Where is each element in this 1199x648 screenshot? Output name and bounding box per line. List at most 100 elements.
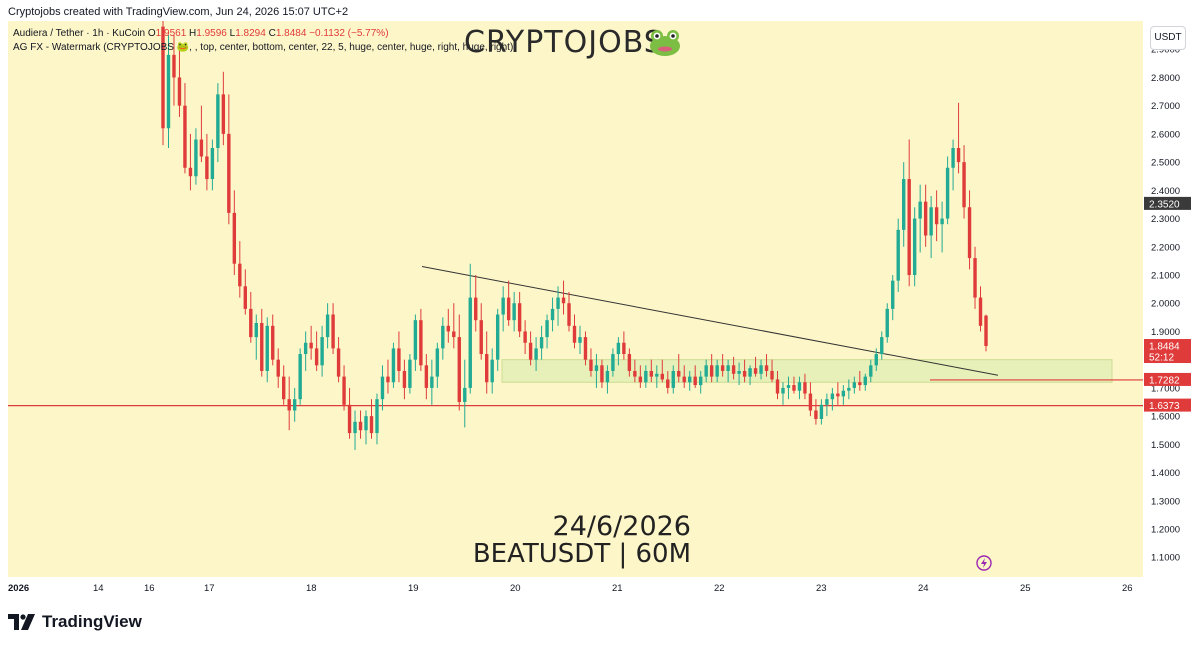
candle	[666, 370, 670, 394]
price-label-bg	[1144, 372, 1191, 386]
y-tick-label: 1.7000	[1151, 383, 1180, 394]
x-tick-label: 18	[306, 583, 317, 594]
candle	[314, 331, 319, 371]
candle	[901, 162, 906, 247]
candle	[479, 303, 483, 360]
price-label-text: 2.3520	[1149, 199, 1180, 210]
low-value: 1.8294	[235, 28, 266, 39]
candle-body	[600, 365, 604, 383]
candle	[912, 207, 917, 287]
candle-body	[814, 410, 818, 419]
candle-body	[506, 297, 511, 321]
candle	[737, 362, 741, 386]
candle-body	[874, 354, 878, 366]
candle	[463, 359, 467, 428]
candle-body	[457, 337, 461, 403]
candle	[227, 94, 231, 225]
candle-body	[287, 399, 291, 411]
candle	[616, 337, 621, 366]
candle	[891, 275, 895, 321]
candle-body	[841, 390, 846, 397]
candle	[978, 286, 983, 332]
candle-body	[495, 314, 500, 360]
candle-body	[474, 297, 478, 321]
price-label-text: 1.7282	[1149, 375, 1180, 386]
caption-symbol: BEATUSDT | 60M	[472, 539, 691, 569]
watermark-text: CRYPTOJOBS	[464, 25, 664, 60]
candle-body	[430, 376, 434, 388]
candle	[929, 195, 933, 259]
candle-body	[929, 207, 933, 236]
candle	[671, 365, 675, 394]
x-tick-label: 2026	[8, 583, 29, 594]
candle	[205, 133, 209, 191]
y-tick-label: 2.0000	[1151, 299, 1180, 310]
candle	[693, 365, 697, 388]
candle	[183, 83, 187, 174]
candle-body	[194, 139, 198, 177]
candle-body	[402, 370, 407, 388]
candle-body	[934, 207, 939, 225]
candle-body	[369, 416, 374, 434]
candle-body	[583, 337, 588, 360]
candle	[940, 201, 944, 253]
candle	[210, 139, 215, 191]
candle-body	[880, 337, 884, 355]
candle	[622, 331, 626, 360]
candle	[490, 348, 494, 394]
candle	[869, 359, 873, 383]
candle	[764, 354, 769, 377]
candle-body	[578, 337, 582, 343]
caption-date: 24/6/2026	[552, 511, 691, 542]
candle	[715, 359, 719, 383]
chart-credit: Cryptojobs created with TradingView.com,…	[8, 6, 349, 18]
candle-body	[956, 148, 961, 163]
candle-body	[830, 393, 835, 400]
candle-body	[918, 201, 922, 219]
x-tick-label: 20	[510, 583, 521, 594]
candle	[199, 105, 204, 163]
candle	[298, 348, 302, 405]
open-value: 1.9561	[155, 28, 187, 39]
candle	[945, 156, 950, 225]
candle-body	[463, 387, 467, 403]
candle	[742, 359, 747, 383]
candle-body	[852, 382, 857, 388]
candle	[594, 354, 599, 388]
candle-body	[720, 365, 725, 371]
currency-button[interactable]: USDT	[1150, 26, 1186, 50]
candle	[468, 263, 472, 394]
candle-body	[951, 148, 955, 168]
candle	[353, 410, 357, 450]
candle	[303, 331, 308, 371]
candle-body	[539, 337, 544, 349]
candle	[358, 410, 363, 439]
candle-body	[896, 229, 900, 281]
frog-icon	[650, 30, 680, 56]
tradingview-logo[interactable]: TradingView	[8, 612, 142, 632]
candle	[528, 331, 533, 366]
price-chart[interactable]: 2.9000 2.8000 2.7000 2.6000 2.5000 2.4000 2.30…	[8, 21, 1191, 598]
chart-frame[interactable]: 2.9000 2.8000 2.7000 2.6000 2.5000 2.4000 2.30…	[8, 21, 1191, 598]
candle-body	[869, 365, 873, 377]
close-value: 1.8484	[275, 28, 307, 39]
candle-body	[671, 370, 675, 388]
candle-body	[210, 148, 215, 180]
candle	[282, 365, 286, 405]
candle	[633, 359, 637, 383]
y-tick-label: 1.1000	[1151, 553, 1180, 564]
price-label: 1.6373	[1144, 398, 1191, 412]
lightning-icon[interactable]	[976, 555, 992, 571]
candle	[457, 314, 461, 411]
candle-body	[660, 373, 664, 380]
candle	[375, 393, 379, 445]
candle-body	[424, 365, 429, 388]
y-tick-label: 2.2000	[1151, 242, 1180, 253]
candle	[397, 331, 401, 383]
candle-body	[655, 373, 659, 377]
candle-body	[649, 370, 654, 377]
candle	[786, 376, 791, 400]
candle-body	[353, 421, 357, 434]
candle	[561, 280, 566, 315]
candle	[254, 314, 258, 360]
